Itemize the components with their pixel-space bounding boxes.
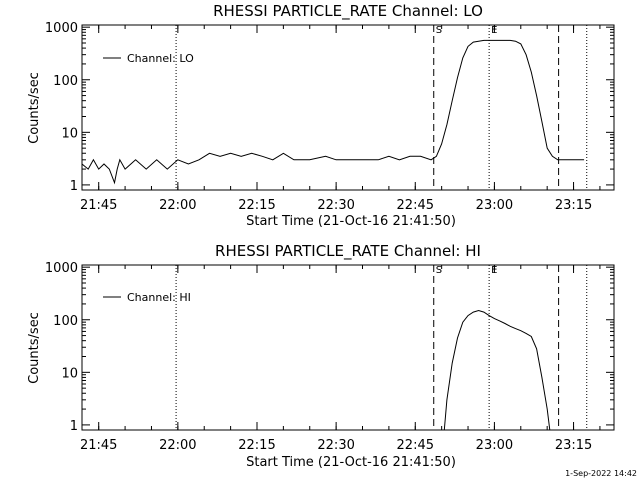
generation-timestamp: 1-Sep-2022 14:42 (565, 469, 637, 478)
x-tick-label: 23:15 (555, 438, 592, 453)
y-tick-label: 100 (53, 314, 78, 329)
panel-lo-title: RHESSI PARTICLE_RATE Channel: LO (213, 2, 483, 21)
x-tick-label: 22:45 (397, 438, 434, 453)
y-tick-label: 1000 (45, 21, 78, 36)
x-tick-label: 22:00 (159, 198, 196, 213)
series-line-lo (81, 39, 585, 185)
panel-lo-legend-label: Channel: LO (127, 52, 194, 65)
panel-hi-ylabel: Counts/sec (27, 312, 42, 384)
marker-label: E (491, 265, 497, 276)
y-tick-label: 100 (53, 74, 78, 89)
y-tick-label: 10 (61, 366, 78, 381)
x-tick-label: 22:45 (397, 198, 434, 213)
y-tick-label: 10 (61, 126, 78, 141)
marker-label: S (436, 265, 442, 276)
panel-lo-xlabel: Start Time (21-Oct-16 21:41:50) (246, 214, 456, 229)
x-tick-label: 23:00 (476, 438, 513, 453)
panel-hi-xlabel: Start Time (21-Oct-16 21:41:50) (246, 455, 456, 470)
panel-lo-ylabel: Counts/sec (27, 72, 42, 144)
marker-label: S (436, 25, 442, 36)
y-tick-label: 1 (70, 419, 78, 434)
x-tick-label: 21:45 (80, 198, 117, 213)
x-tick-label: 23:00 (476, 198, 513, 213)
panel-lo-frame (81, 24, 615, 191)
x-tick-label: 22:30 (317, 198, 354, 213)
marker-label: E (491, 25, 497, 36)
panel-hi-title: RHESSI PARTICLE_RATE Channel: HI (215, 242, 481, 261)
y-tick-label: 1 (70, 179, 78, 194)
panel-hi-legend-label: Channel: HI (127, 291, 191, 304)
x-tick-label: 22:15 (238, 198, 275, 213)
x-tick-label: 22:15 (238, 438, 275, 453)
x-tick-label: 23:15 (555, 198, 592, 213)
y-tick-label: 1000 (45, 261, 78, 276)
x-tick-label: 22:30 (317, 438, 354, 453)
series-line-hi (443, 309, 551, 431)
x-tick-label: 22:00 (159, 438, 196, 453)
x-tick-label: 21:45 (80, 438, 117, 453)
panel-hi-frame (81, 264, 615, 431)
